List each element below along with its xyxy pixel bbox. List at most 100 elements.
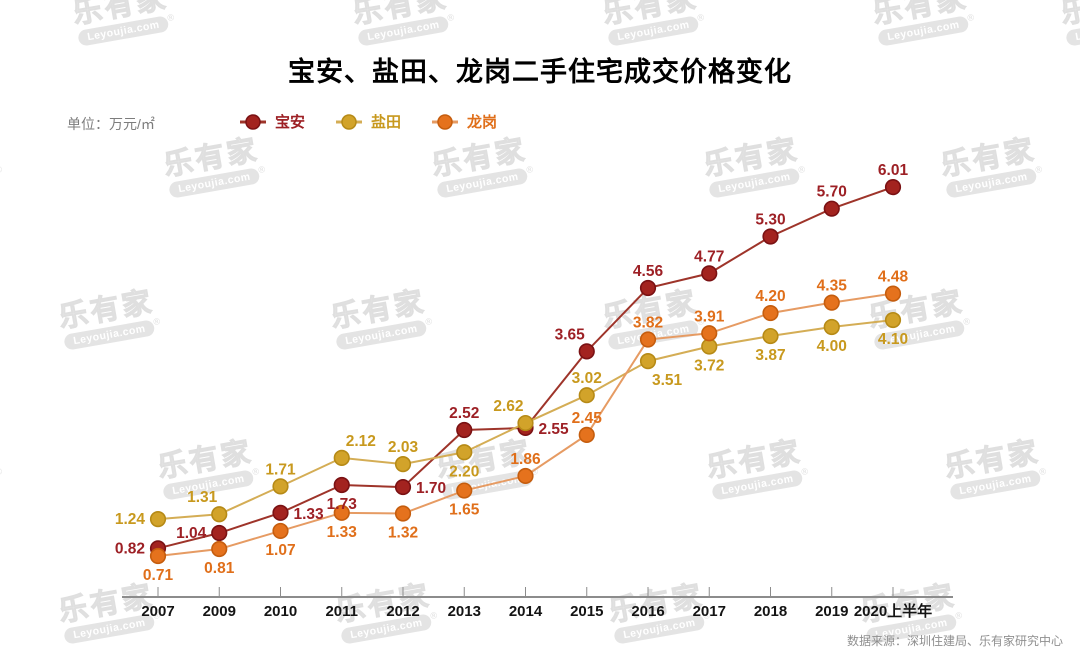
data-point-宝安-2016 — [639, 279, 657, 297]
data-point-龙岗-2007 — [149, 547, 167, 565]
x-axis-label: 2014 — [509, 603, 543, 620]
data-point-盐田-2010 — [272, 478, 289, 495]
value-label: 2.20 — [449, 463, 479, 480]
x-axis-label: 2020上半年 — [854, 602, 932, 620]
data-point-盐田-2019 — [823, 318, 840, 336]
data-point-龙岗-2015 — [578, 426, 595, 443]
legend-marker-icon — [432, 113, 459, 130]
value-label: 1.71 — [265, 461, 296, 478]
legend-item-2: 龙岗 — [431, 111, 497, 132]
chart-title: 宝安、盐田、龙岗二手住宅成交价格变化 — [288, 57, 792, 87]
value-label: 5.30 — [755, 212, 785, 229]
value-label: 0.81 — [204, 560, 235, 577]
data-point-龙岗-2016 — [639, 331, 657, 348]
data-point-龙岗-2014 — [517, 467, 534, 485]
data-point-龙岗-2020上半年 — [884, 285, 902, 302]
x-axis-label: 2015 — [570, 603, 603, 620]
data-point-宝安-2013 — [456, 421, 473, 439]
legend-marker-icon — [336, 113, 363, 130]
data-point-盐田-2017 — [701, 338, 718, 355]
value-label: 2.62 — [493, 398, 523, 415]
data-point-宝安-2009 — [211, 524, 228, 542]
value-label: 1.33 — [327, 524, 358, 541]
data-point-宝安-2018 — [762, 228, 779, 245]
x-axis-label: 2017 — [693, 603, 726, 620]
x-axis-label: 2011 — [325, 603, 358, 620]
value-label: 1.07 — [265, 542, 295, 559]
value-label: 5.70 — [817, 184, 847, 201]
x-axis-label: 2009 — [203, 603, 236, 620]
value-label: 3.87 — [755, 347, 785, 364]
data-point-龙岗-2009 — [211, 540, 228, 558]
value-label: 2.03 — [388, 439, 419, 456]
legend-item-1: 盐田 — [335, 111, 401, 132]
x-axis-label: 2019 — [815, 603, 848, 620]
value-label: 1.31 — [187, 489, 218, 506]
value-label: 4.20 — [755, 288, 785, 305]
data-point-盐田-2013 — [456, 444, 473, 461]
data-point-盐田-2009 — [211, 506, 228, 523]
x-axis-label: 2018 — [754, 603, 787, 620]
value-label: 1.70 — [416, 480, 446, 497]
value-label: 1.24 — [115, 511, 146, 528]
value-label: 1.04 — [176, 525, 207, 542]
data-point-宝安-2011 — [333, 476, 350, 494]
legend-label: 盐田 — [371, 114, 402, 131]
value-label: 4.10 — [878, 331, 908, 348]
value-label: 3.02 — [572, 370, 602, 387]
series-line-0 — [157, 186, 894, 550]
data-point-龙岗-2012 — [394, 505, 412, 522]
legend-marker-icon — [240, 113, 266, 130]
value-label: 4.77 — [694, 248, 724, 265]
legend: 宝安 盐田 龙岗 — [239, 111, 497, 132]
data-point-龙岗-2019 — [823, 294, 840, 311]
value-label: 1.65 — [449, 502, 480, 519]
data-source: 数据来源：深圳住建局、乐有家研究中心 — [846, 634, 1063, 648]
data-point-龙岗-2010 — [272, 522, 289, 540]
value-label: 2.55 — [539, 421, 570, 438]
value-label: 6.01 — [878, 162, 909, 179]
data-point-宝安-2020上半年 — [884, 179, 902, 196]
legend-item-0: 宝安 — [239, 111, 305, 132]
value-label: 3.65 — [555, 326, 586, 343]
data-point-盐田-2007 — [149, 510, 167, 528]
value-label: 3.51 — [652, 372, 683, 389]
value-label: 0.71 — [143, 567, 174, 584]
x-axis-label: 2012 — [386, 603, 419, 620]
data-point-盐田-2011 — [333, 449, 350, 466]
value-label: 0.82 — [115, 540, 145, 557]
data-point-盐田-2012 — [394, 456, 412, 473]
value-label: 3.91 — [694, 308, 725, 325]
x-axis-label: 2013 — [448, 603, 481, 620]
data-point-宝安-2017 — [701, 265, 718, 282]
value-label: 1.86 — [510, 451, 541, 468]
data-point-龙岗-2013 — [456, 482, 473, 499]
value-label: 1.33 — [294, 506, 325, 523]
value-label: 4.00 — [817, 338, 847, 355]
data-point-盐田-2016 — [639, 353, 657, 370]
data-point-宝安-2012 — [394, 478, 412, 496]
data-point-盐田-2020上半年 — [884, 311, 902, 329]
data-point-宝安-2015 — [578, 343, 595, 360]
value-label: 1.32 — [388, 525, 418, 542]
data-point-盐田-2018 — [762, 327, 779, 345]
value-label: 3.72 — [694, 357, 724, 374]
data-point-龙岗-2017 — [701, 325, 718, 342]
value-label: 4.56 — [633, 263, 664, 280]
value-label: 1.73 — [327, 496, 358, 513]
value-label: 4.35 — [817, 278, 848, 295]
value-label: 3.82 — [633, 315, 663, 332]
unit-label: 单位：万元/㎡ — [67, 116, 155, 132]
x-axis-label: 2010 — [264, 603, 297, 620]
value-label: 2.45 — [572, 410, 603, 427]
data-point-盐田-2015 — [578, 387, 595, 404]
data-point-宝安-2019 — [823, 200, 840, 217]
value-label: 2.12 — [346, 433, 376, 450]
legend-label: 龙岗 — [467, 114, 498, 131]
legend-label: 宝安 — [275, 114, 306, 131]
x-axis-label: 2016 — [631, 603, 664, 620]
data-point-盐田-2014 — [517, 414, 534, 432]
data-point-龙岗-2018 — [762, 304, 779, 322]
